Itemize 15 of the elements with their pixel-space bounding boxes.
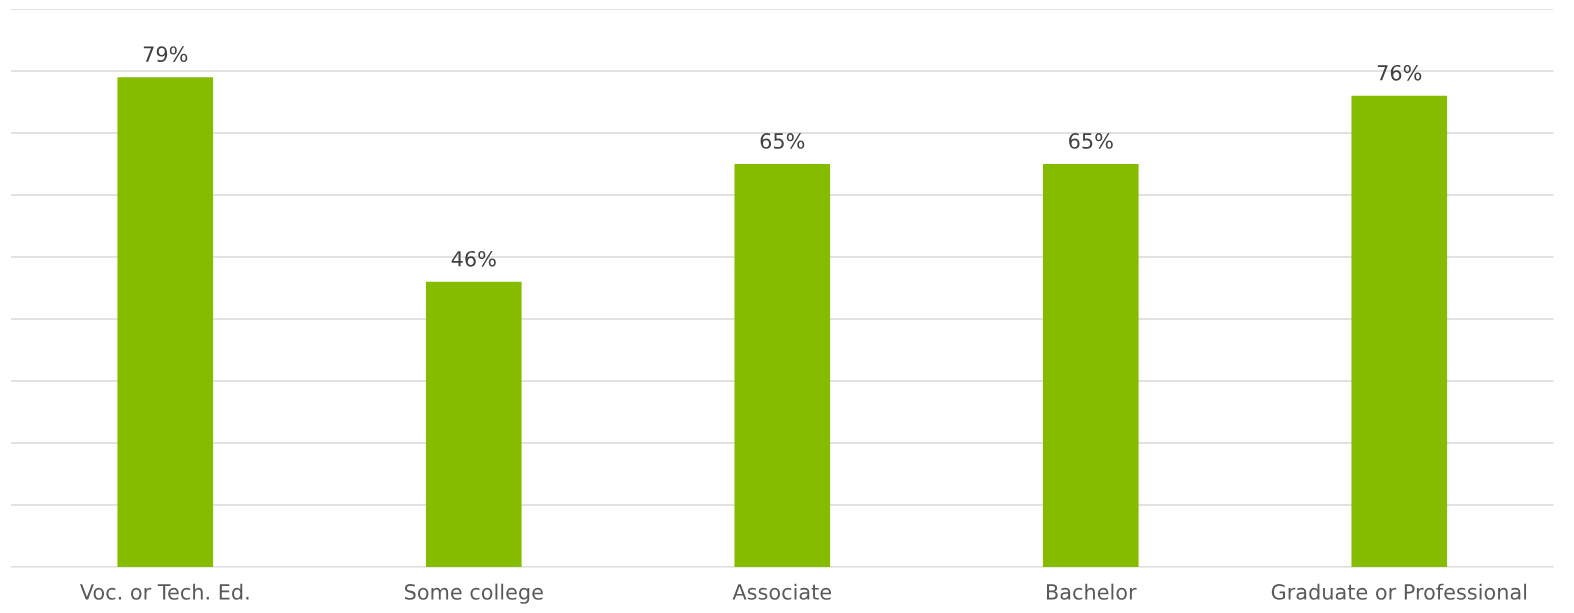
bar — [734, 164, 831, 567]
bar — [1351, 95, 1448, 567]
data-label: 46% — [451, 250, 496, 267]
x-tick-label: Bachelor — [1047, 583, 1137, 600]
data-label: 76% — [1377, 64, 1422, 81]
data-label: 79% — [143, 46, 188, 63]
bar — [117, 77, 214, 567]
x-tick-label: Some college — [404, 583, 543, 604]
bar — [425, 281, 522, 567]
data-label: 65% — [1069, 133, 1113, 149]
x-tick-label: Graduate or Professional — [1271, 583, 1527, 600]
data-label: 65% — [760, 133, 805, 149]
x-tick-label: Voc. or Tech. Ed. — [79, 583, 249, 600]
bar — [1042, 164, 1139, 567]
x-tick-label: Associate — [732, 583, 832, 600]
